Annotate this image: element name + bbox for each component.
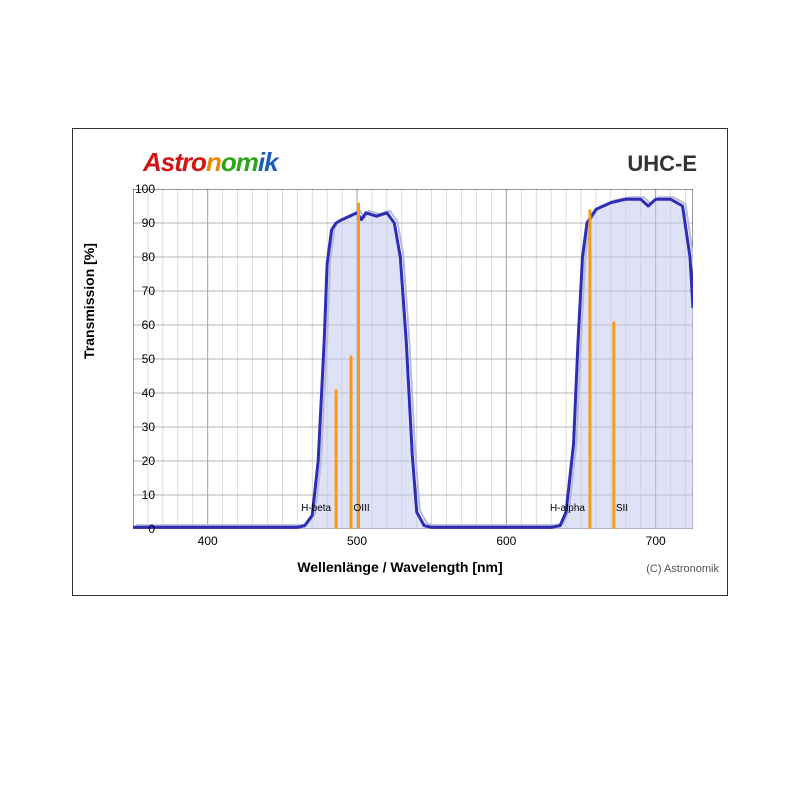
x-tick-label: 500	[347, 534, 367, 548]
emission-line-label: H-beta	[301, 503, 331, 514]
plot-svg	[133, 189, 693, 529]
emission-line-label: SII	[616, 503, 628, 514]
plot-area	[133, 189, 693, 529]
y-tick-label: 90	[115, 216, 155, 230]
y-tick-label: 20	[115, 454, 155, 468]
product-label: UHC-E	[627, 151, 697, 177]
x-tick-label: 700	[646, 534, 666, 548]
y-tick-label: 10	[115, 488, 155, 502]
emission-line-label: H-alpha	[550, 503, 585, 514]
copyright-label: (C) Astronomik	[646, 563, 719, 575]
y-tick-label: 100	[115, 182, 155, 196]
y-tick-label: 40	[115, 386, 155, 400]
y-tick-label: 50	[115, 352, 155, 366]
y-axis-label: Transmission [%]	[81, 243, 97, 359]
y-tick-label: 60	[115, 318, 155, 332]
y-tick-label: 30	[115, 420, 155, 434]
x-axis-label: Wellenlänge / Wavelength [nm]	[73, 559, 727, 575]
emission-line-label: OIII	[353, 503, 369, 514]
x-tick-label: 600	[496, 534, 516, 548]
x-tick-label: 400	[198, 534, 218, 548]
y-tick-label: 0	[115, 522, 155, 536]
chart-container: Astronomik UHC-E Transmission [%] Wellen…	[72, 128, 728, 596]
y-tick-label: 80	[115, 250, 155, 264]
y-tick-label: 70	[115, 284, 155, 298]
brand-logo: Astronomik	[143, 147, 278, 178]
